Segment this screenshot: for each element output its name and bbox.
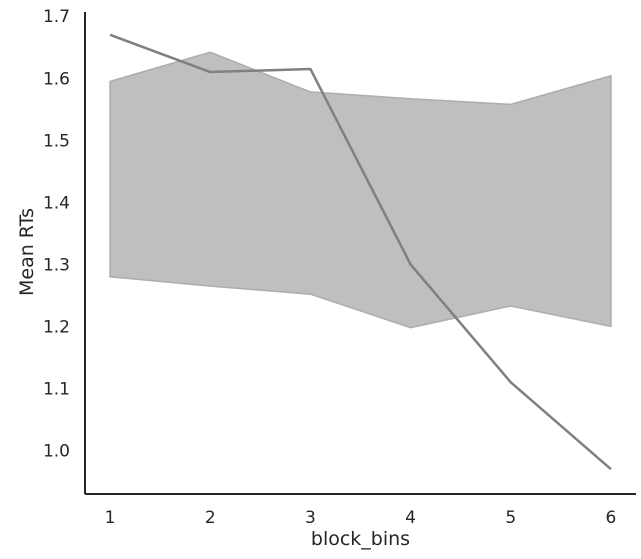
y-axis-label: Mean RTs xyxy=(16,208,38,296)
y-tick-label: 1.0 xyxy=(43,442,70,462)
x-tick-label: 5 xyxy=(505,508,516,528)
series-line-1 xyxy=(109,33,612,471)
x-tick-label: 3 xyxy=(305,508,316,528)
y-tick-label: 1.5 xyxy=(43,131,70,151)
x-axis-label: block_bins xyxy=(311,528,410,550)
y-tick-label: 1.1 xyxy=(43,380,70,400)
x-tick-label: 6 xyxy=(606,508,617,528)
series-line-layer xyxy=(109,33,612,471)
y-tick-label: 1.3 xyxy=(43,255,70,275)
y-tick-label: 1.7 xyxy=(43,7,70,27)
y-tick-label: 1.6 xyxy=(43,69,70,89)
y-tick-label: 1.4 xyxy=(43,193,70,213)
x-tick-label: 1 xyxy=(105,508,116,528)
x-tick-label: 4 xyxy=(405,508,416,528)
confidence-band-layer xyxy=(109,51,612,329)
y-tick-labels: 1.0 1.1 1.2 1.3 1.4 1.5 1.6 1.7 xyxy=(43,7,70,461)
x-tick-label: 2 xyxy=(205,508,216,528)
y-tick-label: 1.2 xyxy=(43,317,70,337)
confidence-band xyxy=(109,51,612,329)
x-tick-labels: 1 2 3 4 5 6 xyxy=(105,508,617,528)
axes xyxy=(84,12,636,495)
